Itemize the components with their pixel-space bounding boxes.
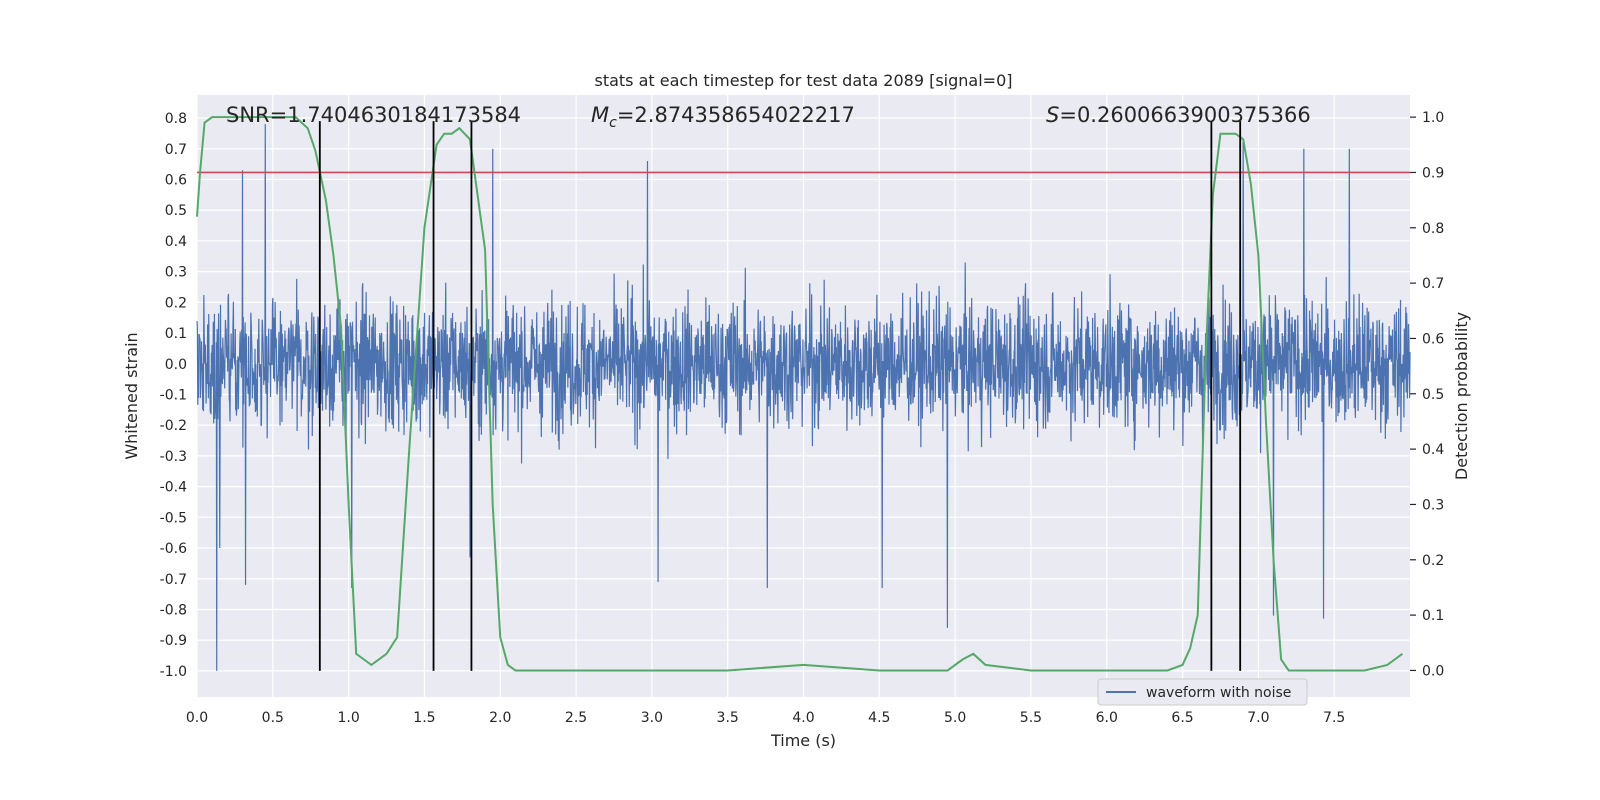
chirp-mass-symbol: M — [591, 103, 609, 127]
spin-annotation: S=0.2600663900375366 — [1046, 103, 1311, 127]
x-tick-label: 7.5 — [1323, 710, 1345, 726]
x-tick-label: 2.0 — [489, 710, 511, 726]
chart-title: stats at each timestep for test data 208… — [594, 71, 1012, 90]
x-tick-label: 1.0 — [337, 710, 359, 726]
x-tick-label: 4.0 — [792, 710, 814, 726]
y-right-tick-label: 0.5 — [1422, 387, 1444, 403]
x-tick-label: 6.0 — [1096, 710, 1118, 726]
y-tick-label: 0.6 — [165, 172, 187, 188]
y-tick-label: 0.2 — [165, 295, 187, 311]
y-tick-label: -0.9 — [160, 633, 187, 649]
y-right-tick-label: 0.1 — [1422, 608, 1444, 624]
y-right-tick-label: 0.2 — [1422, 553, 1444, 569]
y-right-tick-label: 0.4 — [1422, 442, 1444, 458]
snr-annotation: SNR=1.7404630184173584 — [226, 103, 521, 127]
spin-value: =0.2600663900375366 — [1059, 103, 1310, 127]
waveform-layer — [196, 124, 1411, 671]
y-tick-label: -0.1 — [160, 387, 187, 403]
y-tick-label: 0.3 — [165, 265, 187, 281]
x-tick-label: 6.5 — [1171, 710, 1193, 726]
y-tick-label: -0.4 — [160, 480, 187, 496]
y-tick-label: -0.8 — [160, 602, 187, 618]
waveform-line — [196, 124, 1411, 671]
x-axis-label: Time (s) — [770, 731, 836, 750]
legend-box — [1097, 678, 1308, 706]
y-right-tick-label: 0.6 — [1422, 331, 1444, 347]
y-tick-label: -1.0 — [160, 664, 187, 680]
x-tick-label: 4.5 — [868, 710, 890, 726]
y-right-tick-label: 1.0 — [1422, 110, 1444, 126]
chirp-mass-annotation: Mc=2.874358654022217 — [591, 103, 855, 131]
x-tick-label: 5.0 — [944, 710, 966, 726]
chirp-mass-value: =2.874358654022217 — [617, 103, 855, 127]
y-right-tick-label: 0.3 — [1422, 497, 1444, 513]
y-tick-label: 0.8 — [165, 111, 187, 127]
legend-label: waveform with noise — [1146, 685, 1291, 701]
x-tick-label: 5.5 — [1020, 710, 1042, 726]
y-tick-label: -0.2 — [160, 418, 187, 434]
x-tick-label: 1.5 — [413, 710, 435, 726]
x-tick-label: 0.0 — [186, 710, 208, 726]
y-tick-label: 0.7 — [165, 142, 187, 158]
y-axis-label-right: Detection probability — [1452, 312, 1471, 480]
x-tick-label: 0.5 — [262, 710, 284, 726]
y-right-tick-label: 0.0 — [1422, 663, 1444, 679]
y-tick-label: -0.5 — [160, 510, 187, 526]
y-tick-label: -0.3 — [160, 449, 187, 465]
y-right-tick-label: 0.9 — [1422, 165, 1444, 181]
x-tick-label: 7.0 — [1247, 710, 1269, 726]
x-tick-label: 3.5 — [717, 710, 739, 726]
y-right-tick-label: 0.8 — [1422, 221, 1444, 237]
y-tick-label: -0.7 — [160, 572, 187, 588]
y-right-tick-label: 0.7 — [1422, 276, 1444, 292]
y-axis-label: Whitened strain — [122, 332, 141, 459]
x-tick-label: 2.5 — [565, 710, 587, 726]
y-tick-label: -0.6 — [160, 541, 187, 557]
y-tick-label: 0.0 — [165, 357, 187, 373]
spin-symbol: S — [1046, 103, 1059, 127]
y-tick-label: 0.5 — [165, 203, 187, 219]
y-tick-label: 0.1 — [165, 326, 187, 342]
chirp-mass-subscript: c — [609, 115, 617, 131]
x-tick-label: 3.0 — [641, 710, 663, 726]
vertical-markers-layer — [318, 121, 1242, 671]
tick-layer: 0.0 0.5 1.0 1.5 2.0 2.5 3.0 3.5 4.0 4.5 5.0 5.5 6.0 6… — [160, 110, 1445, 726]
legend: waveform with noise — [1097, 678, 1308, 706]
y-tick-label: 0.4 — [165, 234, 187, 250]
